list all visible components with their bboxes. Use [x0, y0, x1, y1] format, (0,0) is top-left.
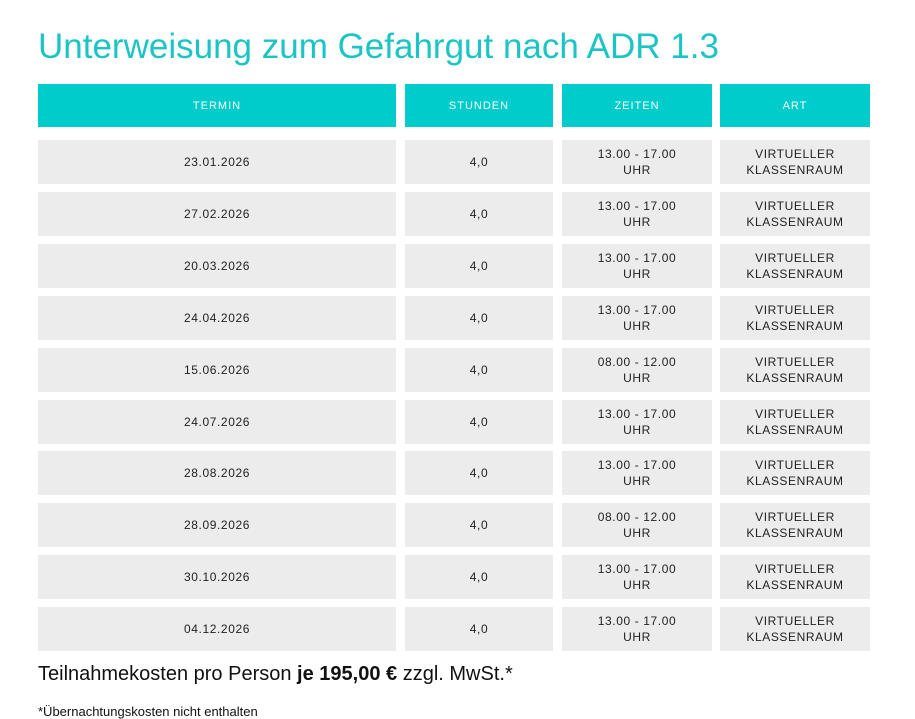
table-cell: 23.01.2026: [38, 140, 396, 184]
table-cell: 08.00 - 12.00 UHR: [562, 347, 712, 392]
table-cell: 4,0: [405, 607, 553, 652]
table-cell: 4,0: [405, 503, 553, 548]
table-cell: 13.00 - 17.00 UHR: [562, 295, 712, 340]
table-cell: 13.00 - 17.00 UHR: [562, 555, 712, 600]
table-cell: 24.07.2026: [38, 399, 396, 444]
table-cell: 4,0: [405, 295, 553, 340]
table-cell: 28.08.2026: [38, 451, 396, 496]
table-cell: VIRTUELLER KLASSENRAUM: [720, 191, 870, 236]
table-cell: 27.02.2026: [38, 191, 396, 236]
table-cell: 15.06.2026: [38, 347, 396, 392]
table-cell: 04.12.2026: [38, 607, 396, 652]
table-cell: VIRTUELLER KLASSENRAUM: [720, 607, 870, 652]
table-cell: 4,0: [405, 555, 553, 600]
table-cell: VIRTUELLER KLASSENRAUM: [720, 347, 870, 392]
header-cell: STUNDEN: [405, 84, 553, 127]
table-cell: 4,0: [405, 347, 553, 392]
table-cell: 4,0: [405, 140, 553, 184]
table-cell: 4,0: [405, 191, 553, 236]
table-cell: 13.00 - 17.00 UHR: [562, 607, 712, 652]
header-cell: TERMIN: [38, 84, 396, 127]
price-text: zzgl. MwSt.*: [402, 663, 513, 685]
table-cell: VIRTUELLER KLASSENRAUM: [720, 451, 870, 496]
table-cell: 4,0: [405, 399, 553, 444]
table-cell: 13.00 - 17.00 UHR: [562, 451, 712, 496]
table-cell: VIRTUELLER KLASSENRAUM: [720, 555, 870, 600]
table-cell: 13.00 - 17.00 UHR: [562, 243, 712, 288]
table-cell: 20.03.2026: [38, 243, 396, 288]
table-cell: 24.04.2026: [38, 295, 396, 340]
table-cell: VIRTUELLER KLASSENRAUM: [720, 503, 870, 548]
price-text: Teilnahmekosten pro Person: [38, 663, 292, 685]
table-cell: VIRTUELLER KLASSENRAUM: [720, 295, 870, 340]
table-cell: 13.00 - 17.00 UHR: [562, 191, 712, 236]
header-cell: ZEITEN: [562, 84, 712, 127]
table-cell: 13.00 - 17.00 UHR: [562, 140, 712, 184]
table-cell: 4,0: [405, 451, 553, 496]
price-line: Teilnahmekosten pro Person je 195,00 € z…: [38, 663, 513, 686]
table-cell: VIRTUELLER KLASSENRAUM: [720, 399, 870, 444]
table-cell: 13.00 - 17.00 UHR: [562, 399, 712, 444]
price-amount: je 195,00 €: [297, 663, 398, 685]
table-cell: 4,0: [405, 243, 553, 288]
footnote: *Übernachtungskosten nicht enthalten: [38, 704, 258, 719]
table-cell: 08.00 - 12.00 UHR: [562, 503, 712, 548]
table-cell: VIRTUELLER KLASSENRAUM: [720, 140, 870, 184]
page-title: Unterweisung zum Gefahrgut nach ADR 1.3: [38, 27, 719, 66]
table-cell: 28.09.2026: [38, 503, 396, 548]
table-cell: VIRTUELLER KLASSENRAUM: [720, 243, 870, 288]
header-cell: ART: [720, 84, 870, 127]
table-cell: 30.10.2026: [38, 555, 396, 600]
